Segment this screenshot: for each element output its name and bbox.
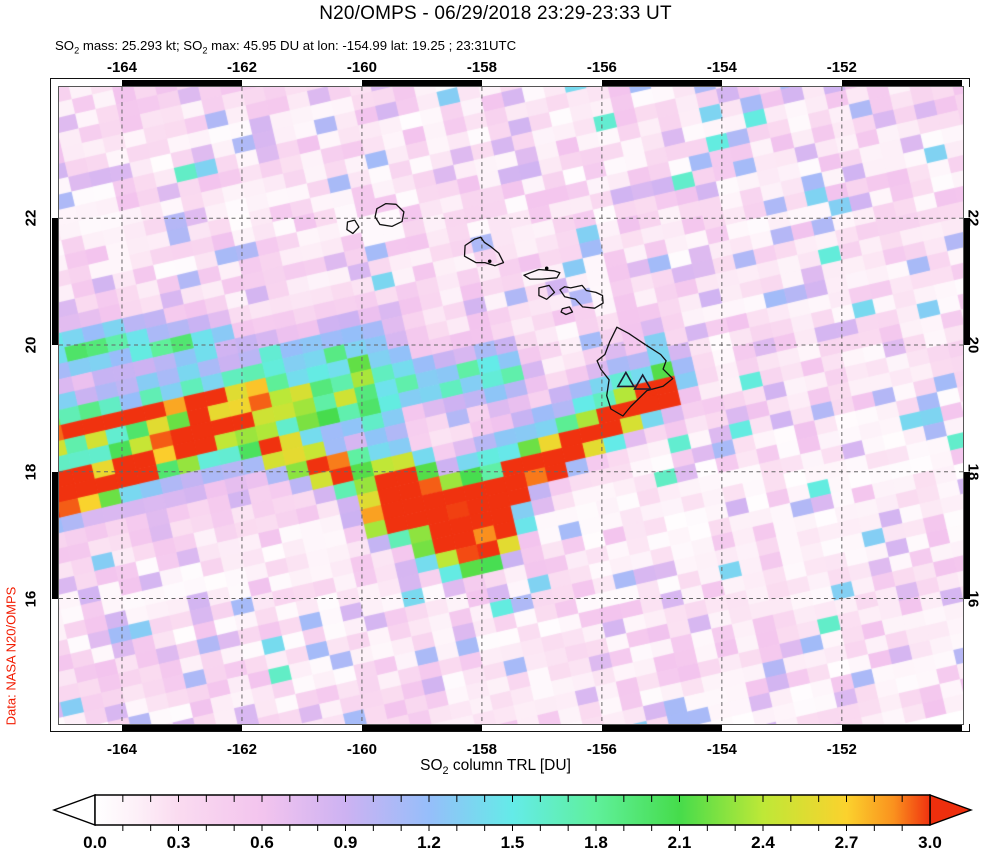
island-outline-maui <box>559 284 604 309</box>
so2-raster-canvas <box>59 87 963 724</box>
island-outline-molokai <box>523 268 561 280</box>
colorbar-over-arrow <box>929 793 974 827</box>
page-title: N20/OMPS - 06/29/2018 23:29-23:33 UT <box>319 3 672 24</box>
colorbar-tick-label: 1.5 <box>501 833 525 852</box>
band-segment <box>963 218 970 345</box>
city-dot <box>544 266 549 271</box>
lon-tick-label: -162 <box>226 741 257 758</box>
map-border-band-top <box>59 80 963 87</box>
volcano-triangle-markers <box>616 370 653 390</box>
colorbar-tick-label: 2.7 <box>835 833 859 852</box>
colorbar-tick-label: 0.3 <box>167 833 191 852</box>
colorbar-tick-label: 0.0 <box>83 833 107 852</box>
lat-tick-label: 18 <box>964 463 982 481</box>
map-border-band-bottom <box>59 724 963 731</box>
band-segment <box>601 724 722 731</box>
band-segment <box>841 80 962 87</box>
colorbar-tick-label: 0.6 <box>250 833 274 852</box>
island-outline-lanai <box>538 284 556 300</box>
lon-tick-label: -162 <box>226 59 257 76</box>
city-dot <box>487 259 492 264</box>
island-outline-hawaii <box>596 326 674 417</box>
island-outline-niihau <box>346 219 360 235</box>
lon-tick-label: -154 <box>706 741 737 758</box>
colorbar-label: SO2 column TRL [DU] <box>420 757 571 778</box>
band-segment <box>841 724 962 731</box>
band-segment <box>121 724 242 731</box>
band-segment <box>121 80 242 87</box>
lon-tick-label: -152 <box>826 741 857 758</box>
island-outline-oahu <box>463 236 505 267</box>
colorbar-tick-label: 1.2 <box>417 833 441 852</box>
lat-tick-label: 16 <box>964 590 982 607</box>
band-segment <box>52 471 59 599</box>
grid-lines <box>59 87 963 724</box>
colorbar-tick-label: 0.9 <box>334 833 358 852</box>
map-border-band-right <box>963 87 970 724</box>
lon-tick-label: -164 <box>106 59 137 76</box>
band-segment <box>601 80 722 87</box>
map-overlay <box>59 87 963 724</box>
map-area <box>58 86 964 725</box>
data-credit-text: Data: NASA N20/OMPS <box>3 586 19 726</box>
lon-tick-label: -158 <box>466 59 497 76</box>
lat-tick-label: 20 <box>964 336 982 354</box>
lon-tick-label: -160 <box>346 741 377 758</box>
lat-tick-label: 16 <box>22 590 40 607</box>
so2-stats-subtitle: SO2 mass: 25.293 kt; SO2 max: 45.95 DU a… <box>55 38 517 56</box>
lon-tick-label: -164 <box>106 741 137 758</box>
lat-tick-label: 18 <box>22 463 40 481</box>
colorbar-tick-label: 3.0 <box>918 833 942 852</box>
band-segment <box>361 80 482 87</box>
island-outlines <box>346 202 674 417</box>
colorbar-tick-label: 1.8 <box>584 833 608 852</box>
map-border-band-left <box>52 87 59 724</box>
city-dots <box>487 259 549 271</box>
lat-tick-label: 20 <box>22 336 40 354</box>
band-segment <box>52 218 59 345</box>
lon-tick-label: -158 <box>466 741 497 758</box>
lon-tick-label: -160 <box>346 59 377 76</box>
colorbar-tick-label: 2.1 <box>668 833 692 852</box>
colorbar-tick-label: 2.4 <box>751 833 775 852</box>
lon-tick-label: -156 <box>586 59 617 76</box>
island-outline-kahoolawe <box>560 306 574 316</box>
lon-tick-label: -152 <box>826 59 857 76</box>
island-outline-kauai <box>374 202 405 228</box>
volcano-triangle-kilauea <box>633 373 653 390</box>
lat-tick-label: 22 <box>22 209 40 227</box>
lat-tick-label: 22 <box>964 209 982 227</box>
band-segment <box>361 724 482 731</box>
colorbar: 0.0 0.3 0.6 0.9 1.2 1.5 1.8 2.1 2.4 2.7 3.0 <box>51 793 974 852</box>
colorbar-under-arrow <box>51 793 96 827</box>
volcano-triangle-mauna-loa <box>616 370 636 388</box>
lon-tick-label: -156 <box>586 741 617 758</box>
band-segment <box>963 471 970 599</box>
lon-tick-label: -154 <box>706 59 737 76</box>
